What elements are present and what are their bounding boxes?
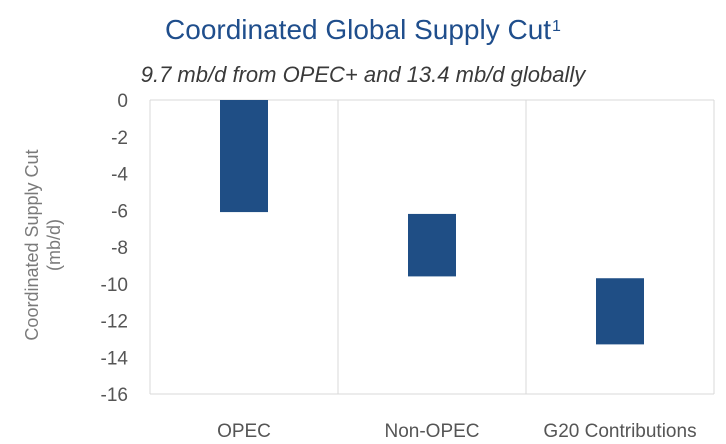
x-category-label: Non-OPEC <box>384 421 479 442</box>
chart-title: Coordinated Global Supply Cut1 <box>0 14 726 46</box>
bar-g20-contributions <box>596 278 644 345</box>
x-category-label: OPEC <box>217 421 271 442</box>
y-tick-label: -14 <box>101 348 129 369</box>
y-tick-label: -2 <box>111 128 128 149</box>
y-tick-label: -8 <box>111 238 128 259</box>
chart-title-text: Coordinated Global Supply Cut <box>165 14 552 45</box>
y-tick-label: 0 <box>117 91 128 112</box>
x-category-labels: OPEC Non-OPEC G20 Contributions <box>217 421 697 442</box>
y-tick-labels: 0 -2 -4 -6 -8 -10 -12 -14 -16 <box>101 91 129 406</box>
y-axis-label: Coordinated Supply Cut <box>22 149 42 340</box>
chart-subtitle: 9.7 mb/d from OPEC+ and 13.4 mb/d global… <box>140 62 586 87</box>
x-category-label: G20 Contributions <box>543 421 696 442</box>
y-tick-label: -6 <box>111 201 128 222</box>
y-tick-label: -10 <box>101 275 128 296</box>
y-tick-label: -12 <box>101 312 128 333</box>
y-tick-label: -4 <box>111 165 128 186</box>
bar-series <box>220 100 644 345</box>
y-axis-unit: (mb/d) <box>44 219 64 271</box>
title-footnote: 1 <box>552 18 561 35</box>
chart-grid <box>149 99 715 395</box>
bar-opec <box>220 100 268 213</box>
y-tick-label: -16 <box>101 385 128 406</box>
bar-non-opec <box>408 213 456 277</box>
